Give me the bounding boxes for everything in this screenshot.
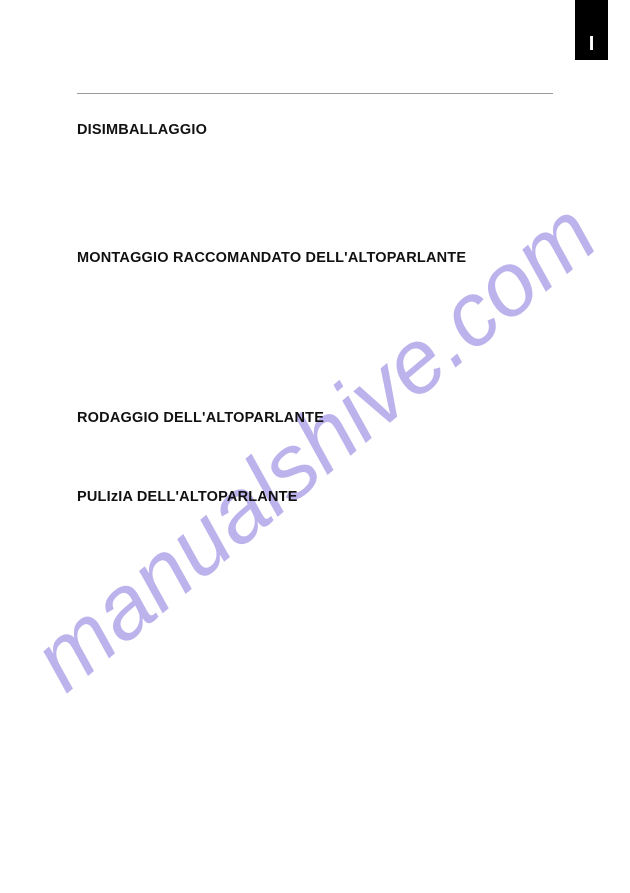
heading-disimballaggio: DISIMBALLAGGIO [77, 122, 207, 138]
language-tab: I [575, 0, 608, 60]
heading-pulizia: PULIzIA DELL'ALTOPARLANTE [77, 489, 298, 505]
heading-rodaggio: RODAGGIO DELL'ALTOPARLANTE [77, 410, 324, 426]
language-tab-label: I [589, 34, 595, 54]
heading-montaggio: MONTAGGIO RACCOMANDATO DELL'ALTOPARLANTE [77, 250, 466, 266]
horizontal-rule [77, 93, 553, 94]
